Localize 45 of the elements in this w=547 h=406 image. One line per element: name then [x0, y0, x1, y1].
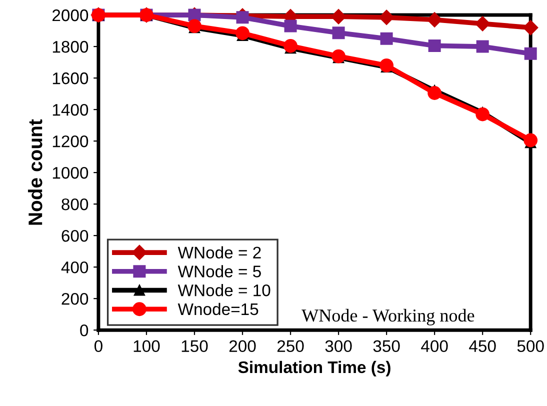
x-tick-label: 100 — [134, 340, 160, 352]
legend-label: WNode = 2 — [178, 246, 261, 259]
y-tick-label: 400 — [61, 261, 88, 274]
point — [284, 20, 297, 32]
y-tick-label: 1800 — [52, 40, 88, 53]
y-tick-label: 0 — [80, 324, 88, 336]
point — [380, 58, 394, 72]
point — [476, 40, 489, 53]
x-tick-label: 250 — [277, 340, 304, 352]
y-axis-title: Node count — [28, 119, 42, 225]
y-tick-label: 600 — [62, 230, 88, 242]
point — [380, 32, 393, 45]
point — [426, 12, 442, 28]
x-tick-label: 300 — [325, 340, 352, 352]
point — [428, 86, 442, 100]
point — [475, 16, 490, 32]
y-tick-label: 1400 — [52, 104, 88, 116]
y-tick-label: 1600 — [52, 72, 88, 84]
point — [284, 38, 298, 53]
x-axis-title: Simulation Time (s) — [238, 360, 390, 376]
point — [236, 11, 249, 24]
point — [332, 26, 345, 40]
x-tick-label: 200 — [229, 340, 256, 352]
point — [524, 47, 537, 60]
legend-label: WNode = 10 — [178, 284, 270, 296]
legend-label: Wnode=15 — [178, 302, 258, 316]
point — [476, 107, 490, 122]
x-tick-label: 500 — [517, 340, 544, 352]
point — [523, 20, 538, 36]
x-tick-label: 400 — [421, 340, 448, 352]
x-tick-label: 150 — [182, 340, 208, 352]
point — [524, 133, 538, 148]
y-tick-label: 1200 — [52, 135, 88, 148]
y-tick-label: 1000 — [52, 166, 88, 179]
x-tick-label: 350 — [373, 340, 400, 352]
point — [236, 26, 250, 40]
y-tick-label: 200 — [62, 292, 88, 305]
legend-label: WNode = 5 — [178, 265, 261, 278]
annotation: WNode - Working node — [302, 308, 474, 326]
y-tick-label: 800 — [62, 198, 88, 210]
x-tick-label: 450 — [469, 340, 496, 352]
point — [428, 39, 441, 52]
y-tick-label: 2000 — [52, 9, 88, 22]
point — [378, 10, 394, 25]
x-tick-label: 0 — [94, 340, 102, 352]
